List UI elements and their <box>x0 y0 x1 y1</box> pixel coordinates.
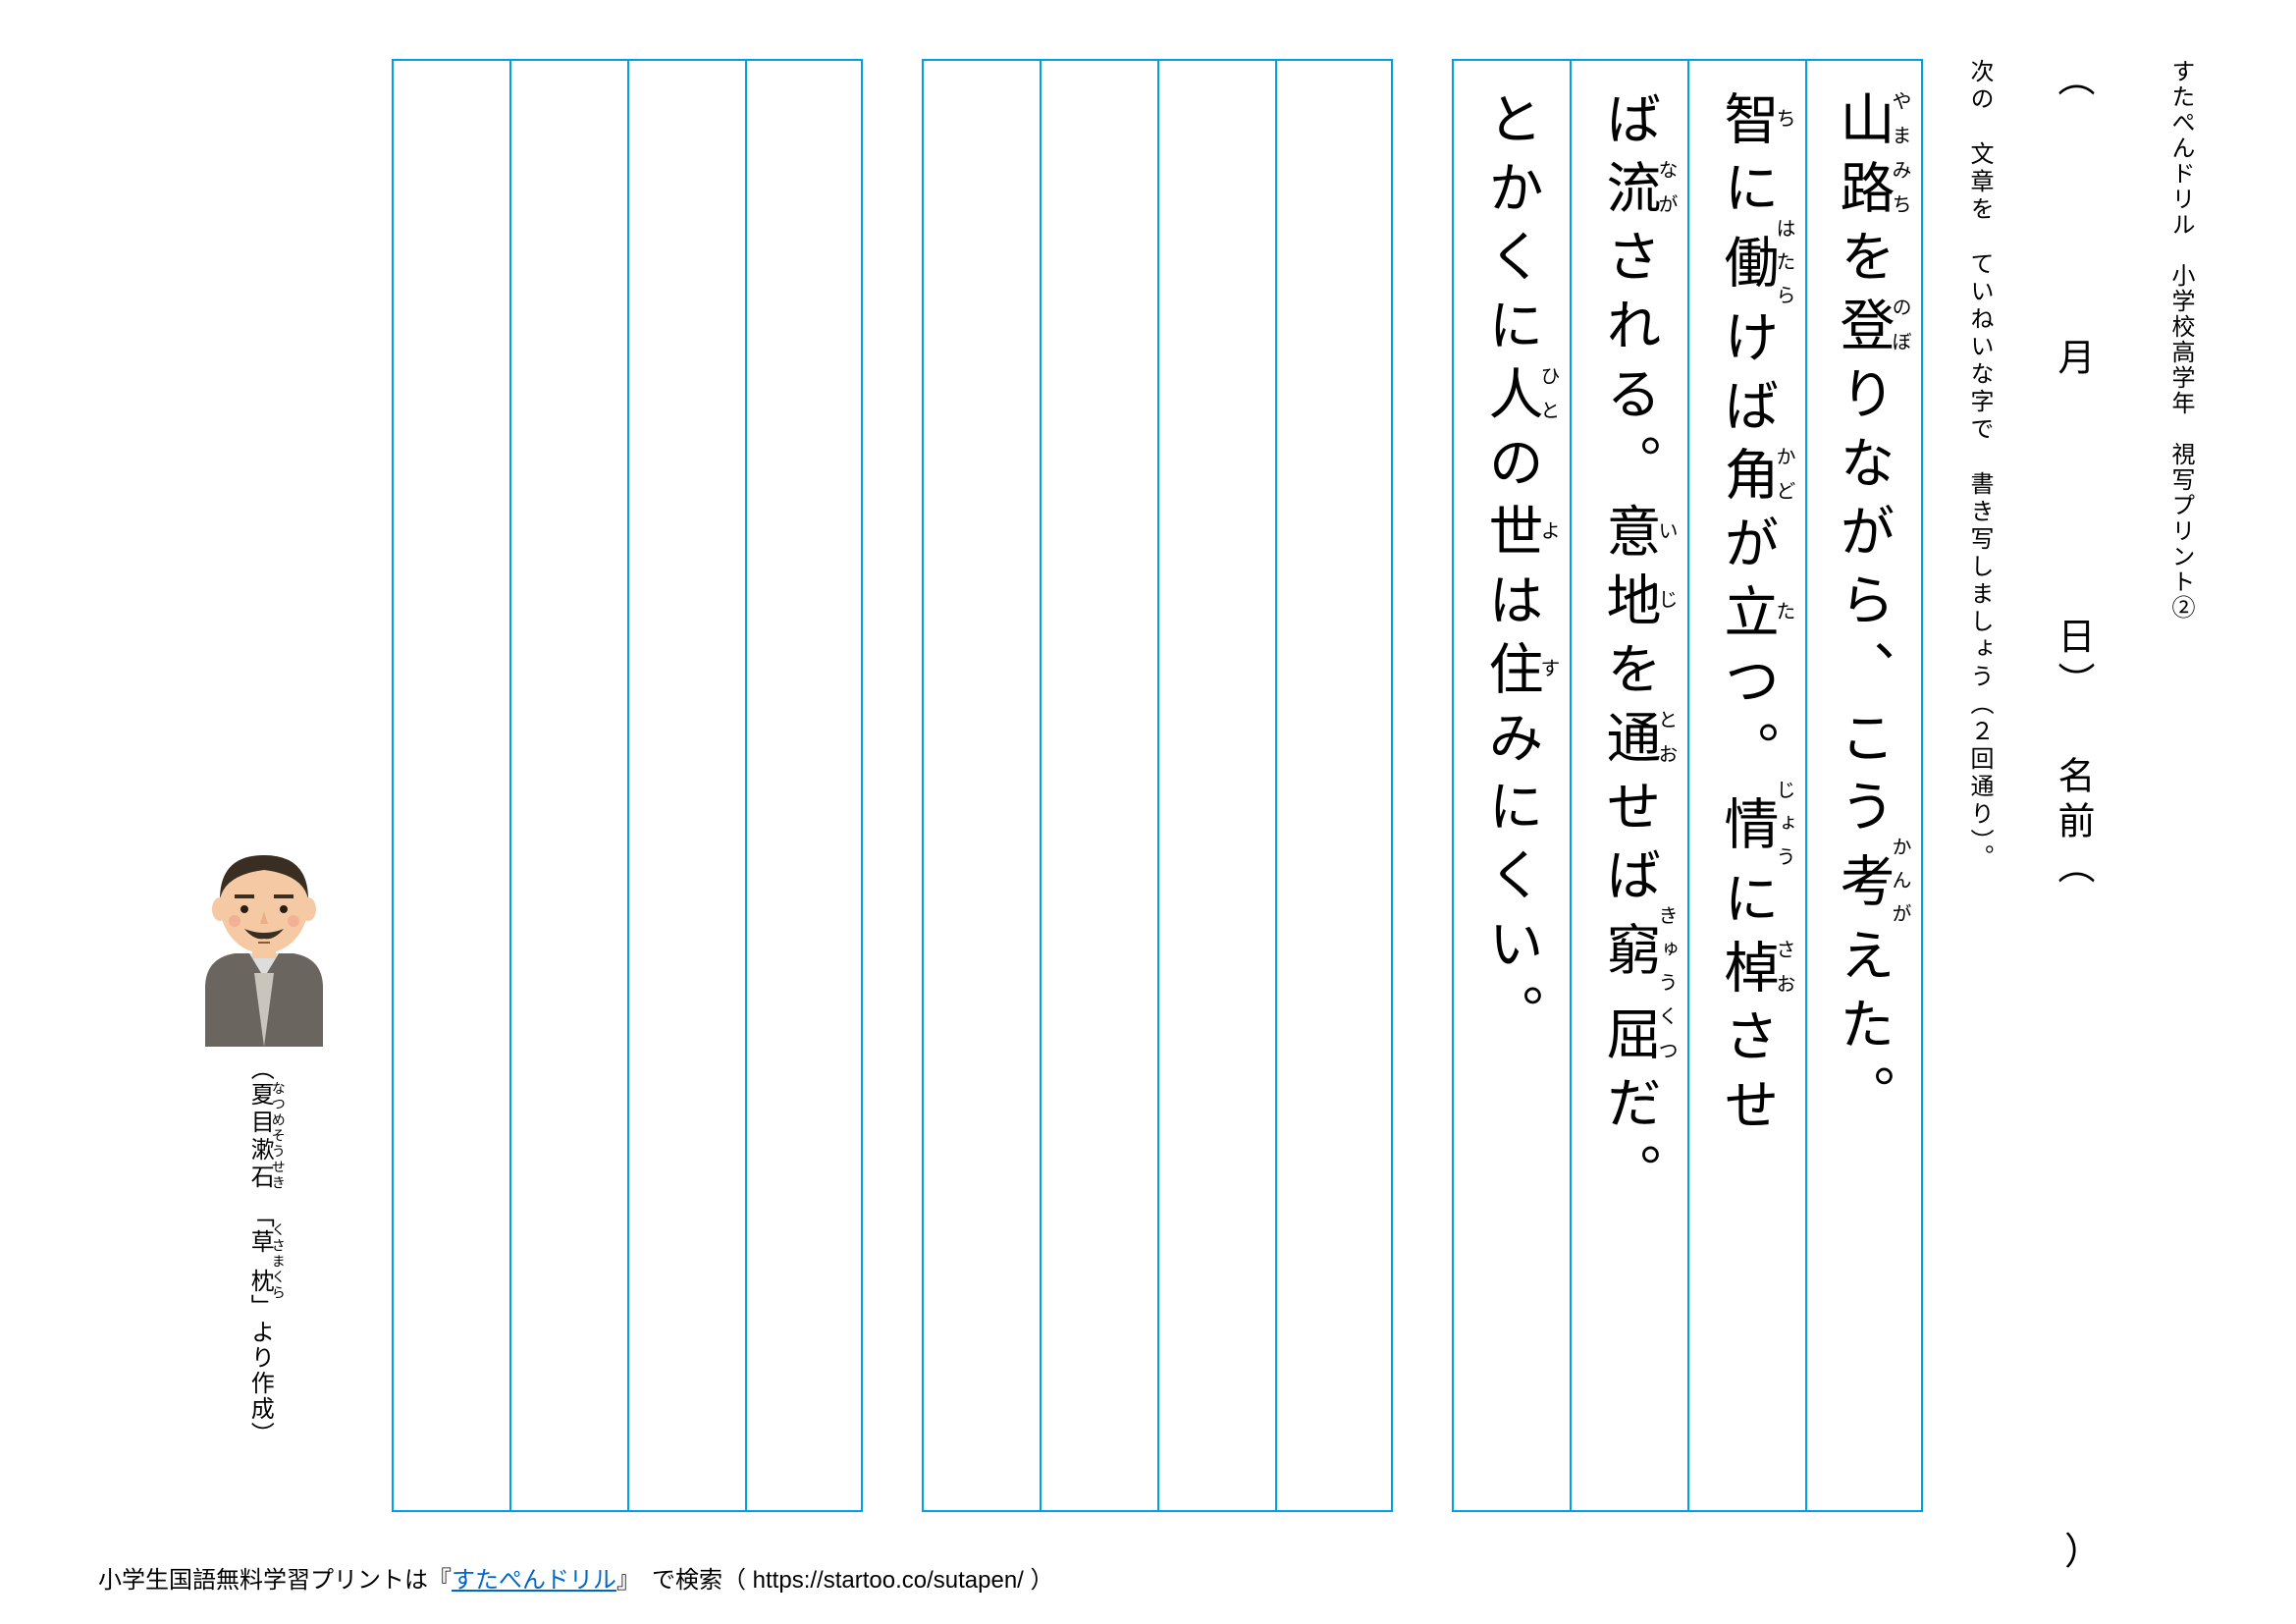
kanji-ruby: 住す <box>1480 640 1541 709</box>
work-title: 草枕くさまくら <box>246 1229 273 1294</box>
kanji-ruby: 流なが <box>1598 159 1659 228</box>
passage-text: りながら、こう <box>1832 365 1893 846</box>
practice-block-2 <box>392 59 863 1545</box>
practice-column[interactable] <box>745 59 863 1512</box>
passage-text: を <box>1832 228 1893 297</box>
practice-block-1 <box>922 59 1393 1545</box>
kanji-ruby: 働はたら <box>1716 228 1777 308</box>
bracket-open: （ <box>2052 59 2093 104</box>
instruction-text: 次の 文章を ていねいな字で 書き写しましょう（２回通り）。 <box>1962 59 2016 872</box>
passage-text: の <box>1480 434 1541 503</box>
author-portrait <box>176 831 352 1047</box>
practice-column[interactable] <box>1157 59 1275 1512</box>
worksheet-page: すたぺんドリル 小学校高学年 視写プリント② （ 月 日） 名前（ 次の 文章を… <box>98 39 2198 1545</box>
passage-column: ば流ながされる。意い地じを通とおせば窮きゅう屈くつだ。 <box>1570 59 1687 1512</box>
kanji-ruby: 屈くつ <box>1598 1005 1659 1074</box>
day-label: 日） <box>2052 617 2093 707</box>
footer-link[interactable]: すたぺんドリル <box>452 1567 616 1594</box>
src-close: 」より作成） <box>246 1294 273 1447</box>
passage-text: とかくに <box>1480 90 1541 365</box>
month-label: 月 <box>2052 338 2093 383</box>
source-citation: （夏目漱石なつめそうせき 「草枕くさまくら」より作成） <box>242 1056 286 1447</box>
practice-column[interactable] <box>627 59 745 1512</box>
practice-column[interactable] <box>922 59 1040 1512</box>
kanji-ruby: 世よ <box>1480 503 1541 571</box>
kanji-ruby: 立た <box>1716 583 1777 652</box>
month-blank[interactable] <box>2052 153 2093 289</box>
passage-text: される。 <box>1598 228 1659 503</box>
passage-column: 山やま路みちを登のぼりながら、こう考かんがえた。 <box>1805 59 1923 1512</box>
passage-text: させ <box>1716 1007 1777 1145</box>
kanji-ruby: 人ひと <box>1480 365 1541 434</box>
passage-column: 智ちに働はたらけば角かどが立たつ。情じょうに棹さおさせ <box>1687 59 1805 1512</box>
name-label: 名前（ <box>2052 756 2093 892</box>
kanji-ruby: 意い <box>1598 503 1659 571</box>
kanji-ruby: 地じ <box>1598 571 1659 640</box>
series-title: すたぺんドリル 小学校高学年 視写プリント② <box>2163 59 2198 621</box>
kanji-ruby: 角かど <box>1716 446 1777 514</box>
day-blank[interactable] <box>2052 432 2093 568</box>
passage-text: えた。 <box>1832 927 1893 1133</box>
kanji-ruby: 登のぼ <box>1832 297 1893 365</box>
passage-text: けば <box>1716 308 1777 446</box>
kanji-ruby: 路みち <box>1832 159 1893 228</box>
passage-column: とかくに人ひとの世よは住すみにくい。 <box>1452 59 1570 1512</box>
kanji-ruby: 通とお <box>1598 709 1659 778</box>
practice-column[interactable] <box>1275 59 1393 1512</box>
passage-text: みにくい。 <box>1480 709 1541 1053</box>
practice-column[interactable] <box>1040 59 1157 1512</box>
practice-column[interactable] <box>509 59 627 1512</box>
kanji-ruby: 情じょう <box>1716 789 1777 870</box>
passage-text: に <box>1716 870 1777 939</box>
passage-block: 山やま路みちを登のぼりながら、こう考かんがえた。智ちに働はたらけば角かどが立たつ… <box>1452 39 1923 1545</box>
kanji-ruby: 窮きゅう <box>1598 915 1659 1005</box>
header: すたぺんドリル 小学校高学年 視写プリント② （ 月 日） 名前（ 次の 文章を… <box>1962 39 2198 1545</box>
practice-column[interactable] <box>392 59 509 1512</box>
kanji-ruby: 智ち <box>1716 90 1777 159</box>
footer-after: 』 で検索（ https://startoo.co/sutapen/ ） <box>616 1567 1054 1594</box>
passage-text: せば <box>1598 778 1659 915</box>
kanji-ruby: 山やま <box>1832 90 1893 159</box>
kanji-ruby: 棹さお <box>1716 939 1777 1007</box>
source-area: （夏目漱石なつめそうせき 「草枕くさまくら」より作成） <box>176 39 352 1545</box>
passage-text: ば <box>1598 90 1659 159</box>
name-bracket-close: ） <box>2064 1521 2102 1575</box>
passage-text: は <box>1480 571 1541 640</box>
kanji-ruby: 考かんが <box>1832 846 1893 927</box>
passage-text: つ。 <box>1716 652 1777 789</box>
date-name-line: （ 月 日） 名前（ <box>2046 59 2134 1434</box>
passage-text: だ。 <box>1598 1074 1659 1212</box>
author-name: 夏目漱石なつめそうせき <box>246 1082 273 1190</box>
src-open: （ <box>246 1056 273 1082</box>
footer-before: 小学生国語無料学習プリントは『 <box>98 1567 452 1594</box>
passage-text: が <box>1716 514 1777 583</box>
footer: 小学生国語無料学習プリントは『すたぺんドリル』 で検索（ https://sta… <box>98 1560 1054 1595</box>
passage-text: を <box>1598 640 1659 709</box>
